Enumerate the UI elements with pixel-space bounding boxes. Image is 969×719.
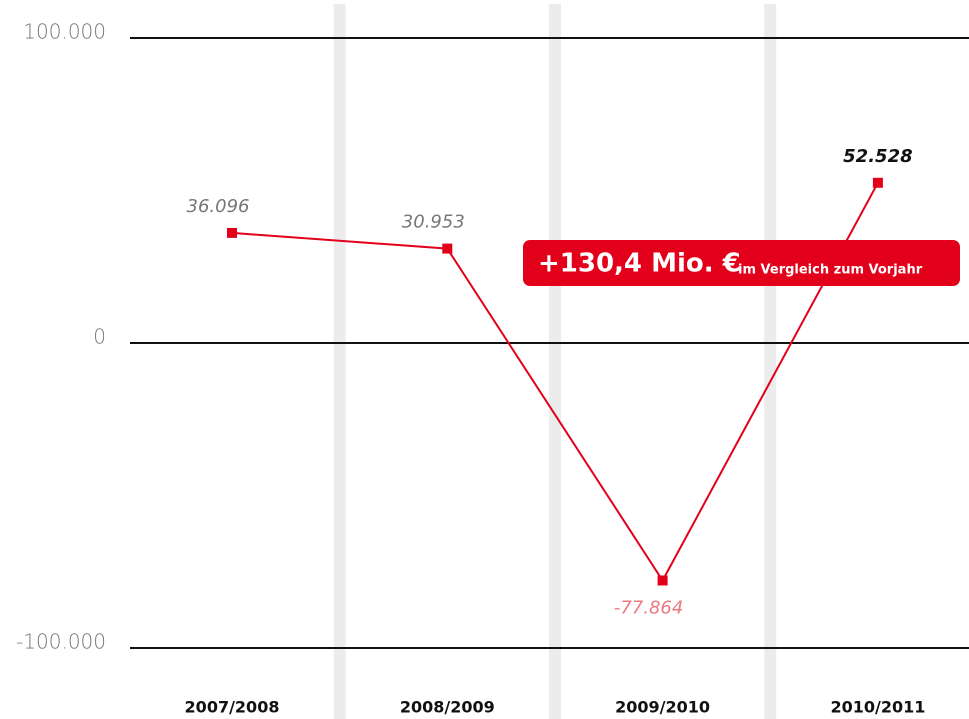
data-label: 36.096 xyxy=(187,196,250,217)
data-label: 30.953 xyxy=(402,212,465,233)
y-tick-label: -100.000 xyxy=(16,630,106,654)
column-separator xyxy=(333,4,346,719)
line xyxy=(231,182,879,583)
marker xyxy=(872,177,883,188)
y-tick-label: 100.000 xyxy=(23,20,106,44)
x-tick-label: 2008/2009 xyxy=(400,698,495,717)
x-tick-label: 2007/2008 xyxy=(185,698,280,717)
x-tick-label: 2009/2010 xyxy=(615,698,710,717)
column-separator xyxy=(764,4,777,719)
data-label: -77.864 xyxy=(614,597,683,618)
y-tick-label: 0 xyxy=(93,325,106,349)
annotation: +130,4 Mio. € im Vergleich zum Vorjahr xyxy=(523,240,960,286)
annotation-main: +130,4 Mio. € xyxy=(538,249,741,279)
marker xyxy=(442,243,453,254)
x-tick-label: 2010/2011 xyxy=(830,698,925,717)
data-label: 52.528 xyxy=(843,146,912,167)
annotation-sub: im Vergleich zum Vorjahr xyxy=(738,263,923,278)
marker xyxy=(657,575,668,586)
annotation-box xyxy=(523,240,960,286)
column-separator xyxy=(548,4,561,719)
marker xyxy=(227,227,237,238)
